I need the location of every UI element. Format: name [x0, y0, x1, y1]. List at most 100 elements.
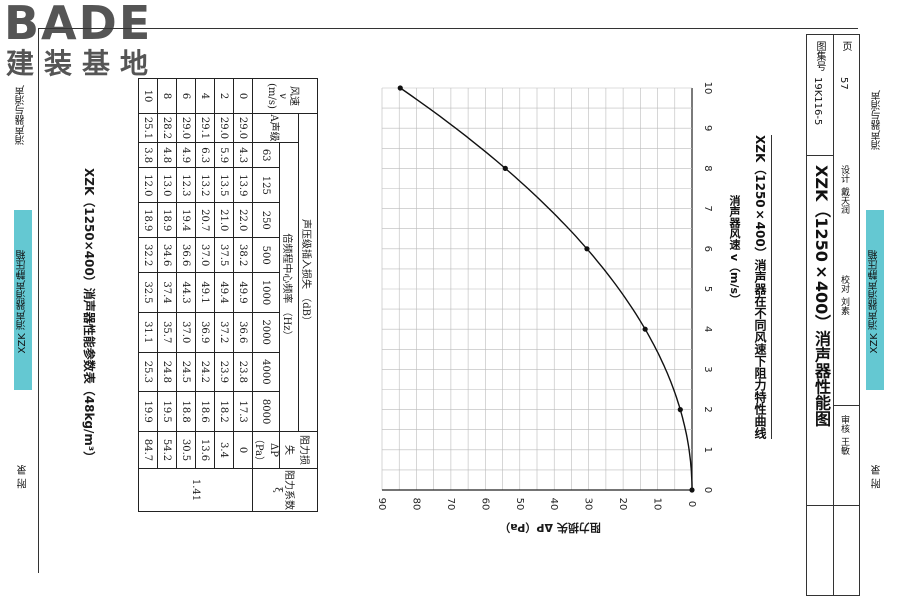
- row-v: 2: [214, 78, 234, 114]
- table-cell: 36.6: [176, 237, 196, 273]
- table-cell: 24.2: [195, 352, 215, 392]
- frame-top-line: [38, 28, 858, 29]
- y-tick-label: 20: [617, 498, 628, 511]
- y-tick-label: 60: [479, 498, 490, 511]
- right-strip-top-text: 消声器与消声: [872, 90, 883, 150]
- x-tick-label: 4: [702, 326, 713, 332]
- atlas-label: 图集号: [814, 41, 825, 71]
- chart-xlabel: 消声器风速 v（m/s）: [728, 195, 741, 306]
- row-dp: 13.6: [195, 431, 215, 469]
- table-cell: 18.8: [176, 391, 196, 432]
- table-cell: 12.3: [176, 167, 196, 203]
- row-v: 0: [233, 78, 253, 114]
- right-strip-teal-text: XZK 消声器消声静压箱: [869, 250, 880, 354]
- data-point: [502, 165, 508, 171]
- x-tick-label: 3: [702, 366, 713, 372]
- chart-grid: [381, 87, 693, 491]
- table-cell: 36.6: [233, 312, 253, 353]
- title-block: 图集号 19K116-5 页 57 XZK（1250×400）消声器性能图 设计…: [806, 34, 860, 596]
- design-name-wrap: 戴天润: [838, 187, 851, 214]
- chart-x-ticks: 0 1 2 3 4 5 6 7 8 9 10: [702, 82, 713, 494]
- table-cell: 18.2: [214, 391, 234, 432]
- row-dp: 3.4: [214, 431, 234, 469]
- freq-250: 250: [252, 202, 280, 238]
- row-dp: 30.5: [176, 431, 196, 469]
- x-tick-label: 5: [702, 286, 713, 292]
- table-cell: 36.9: [195, 312, 215, 353]
- table-cell: 24.5: [176, 352, 196, 392]
- table-cell: 31.1: [138, 312, 158, 353]
- page-no-wrap: 57: [838, 77, 849, 90]
- row-a: 29.0: [176, 113, 196, 143]
- table-cell: 13.0: [157, 167, 177, 203]
- data-point: [397, 85, 403, 91]
- x-tick-label: 9: [702, 125, 713, 131]
- table-cell: 37.0: [195, 237, 215, 273]
- y-tick-label: 80: [410, 498, 421, 511]
- table-cell: 19.9: [138, 391, 158, 432]
- row-a: 29.1: [195, 113, 215, 143]
- resistance-curve: [399, 87, 693, 490]
- y-tick-label: 70: [445, 498, 456, 511]
- row-v: 8: [157, 78, 177, 114]
- table-cell: 4.8: [157, 142, 177, 168]
- table-cell: 18.9: [157, 202, 177, 238]
- freq-500: 500: [252, 237, 280, 273]
- x-tick-label: 7: [702, 205, 713, 211]
- header-attenuation: 声压级插入损失 （dB）: [298, 113, 318, 432]
- table-cell: 25.3: [138, 352, 158, 392]
- table-cell: 13.9: [233, 167, 253, 203]
- row-v: 6: [176, 78, 196, 114]
- atlas-label-wrap: 图集号: [812, 41, 827, 71]
- design-label-wrap: 设计: [838, 165, 851, 183]
- y-tick-label: 0: [686, 501, 697, 507]
- y-tick-label: 10: [652, 498, 663, 511]
- table-cell: 6.3: [195, 142, 215, 168]
- freq-125: 125: [252, 167, 280, 203]
- table-cell: 44.3: [176, 272, 196, 313]
- review-name-wrap: 王敏: [838, 437, 851, 455]
- table-cell: 32.5: [138, 272, 158, 313]
- table-cell: 34.6: [157, 237, 177, 273]
- freq-2000: 2000: [252, 312, 280, 353]
- x-tick-label: 1: [702, 447, 713, 453]
- data-point: [689, 487, 695, 493]
- y-tick-label: 30: [583, 498, 594, 511]
- data-point: [642, 326, 648, 332]
- table-cell: 13.5: [214, 167, 234, 203]
- table-cell: 24.8: [157, 352, 177, 392]
- y-tick-label: 50: [514, 498, 525, 511]
- table-cell: 3.8: [138, 142, 158, 168]
- row-dp: 54.2: [157, 431, 177, 469]
- main-title-wrap: XZK（1250×400）消声器性能图: [809, 165, 833, 426]
- left-strip-bottom-text: 附 录: [18, 465, 29, 489]
- logo-chinese: 建装基地: [6, 47, 159, 80]
- table-cell: 17.3: [233, 391, 253, 432]
- page-label: 页: [840, 41, 851, 51]
- table-cell: 38.2: [233, 237, 253, 273]
- main-title: XZK（1250×400）消声器性能图: [812, 165, 831, 427]
- row-v: 4: [195, 78, 215, 114]
- chart-title-wrap: XZK（1250×400）消声器在不同风速下阻力特性曲线: [752, 135, 772, 439]
- left-strip-teal: XZK 消声器消声静压箱: [14, 210, 32, 390]
- table-cell: 37.5: [214, 237, 234, 273]
- table-cell: 37.0: [176, 312, 196, 353]
- x-tick-label: 10: [702, 82, 713, 95]
- atlas-no: 19K116-5: [812, 77, 823, 126]
- header-a-level: A声级: [252, 113, 299, 143]
- table-cell: 5.9: [214, 142, 234, 168]
- header-coef-cell: 阻力系数 ξ: [252, 468, 318, 512]
- x-tick-label: 8: [702, 165, 713, 171]
- header-speed-cell: 风速 v (m/s): [252, 78, 318, 114]
- left-strip-teal-text: XZK 消声器消声静压箱: [17, 250, 28, 354]
- design-name: 戴天润: [839, 187, 849, 214]
- table-cell: 19.4: [176, 202, 196, 238]
- table-cell: 37.4: [157, 272, 177, 313]
- chart-y-ticks: 0 10 20 30 40 50 60 70 80 90: [376, 498, 697, 511]
- row-dp: 0: [233, 431, 253, 469]
- y-tick-label: 40: [548, 498, 559, 511]
- x-tick-label: 2: [702, 406, 713, 412]
- review-label: 审核: [839, 415, 849, 433]
- chart-ylabel: 阻力损失 ΔP（Pa）: [499, 521, 601, 534]
- frame-left-line: [38, 28, 39, 573]
